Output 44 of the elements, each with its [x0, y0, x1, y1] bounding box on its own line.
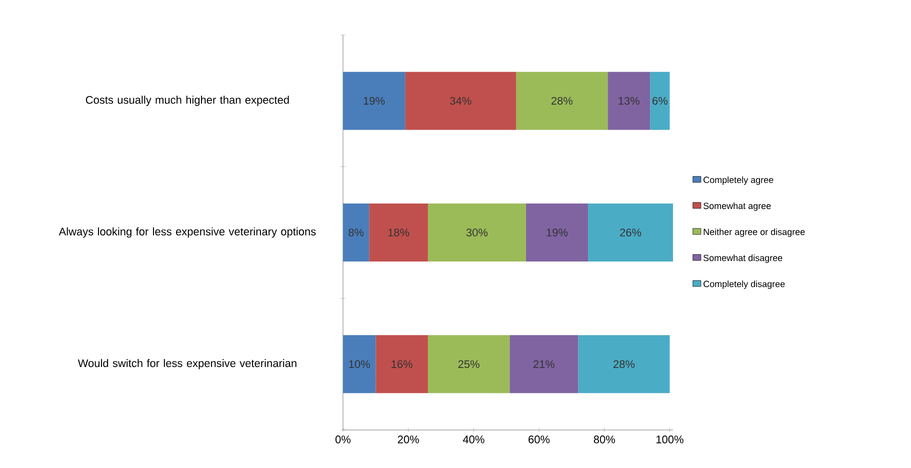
data-label: 10% — [349, 360, 370, 368]
x-tick-label: 40% — [462, 436, 484, 444]
bar — [405, 72, 516, 130]
data-label: 21% — [533, 360, 555, 368]
legend-label: Neither agree or disagree — [704, 228, 805, 237]
legend-label: Completely agree — [704, 176, 774, 185]
data-label: 28% — [551, 96, 573, 105]
data-label: 28% — [614, 360, 635, 368]
bar — [650, 72, 670, 130]
data-label: 13% — [618, 96, 640, 105]
data-label: 6% — [652, 96, 668, 105]
bar — [588, 203, 673, 262]
data-label: 26% — [620, 228, 642, 236]
bar — [516, 72, 608, 130]
legend-label: Completely disagree — [704, 280, 785, 289]
data-label: 34% — [450, 96, 472, 105]
data-label: 18% — [388, 228, 410, 236]
y-tick-label: Always looking for less expensive veterinary options — [58, 227, 316, 238]
data-label: 19% — [364, 96, 385, 105]
bar — [376, 335, 428, 394]
bar — [578, 335, 670, 394]
x-tick-label: 60% — [528, 436, 550, 444]
bar — [526, 203, 588, 262]
bar — [510, 335, 578, 394]
bar — [369, 203, 428, 262]
bar — [343, 335, 376, 394]
bar — [428, 335, 510, 394]
x-tick-label: 0% — [335, 436, 351, 444]
x-tick-label: 100% — [656, 436, 684, 444]
x-tick-label: 20% — [398, 436, 419, 444]
bar — [343, 72, 406, 130]
data-label: 19% — [546, 228, 568, 236]
y-tick-label: Costs usually much higher than expected — [86, 96, 289, 106]
legend-label: Somewhat disagree — [704, 254, 782, 263]
data-label: 16% — [392, 360, 412, 368]
y-tick-label: Would switch for less expensive veterinarian — [78, 359, 296, 370]
data-label: 8% — [348, 228, 364, 236]
data-label: 25% — [458, 360, 480, 368]
bar — [608, 72, 650, 130]
legend-label: Somewhat agree — [704, 202, 771, 211]
bar — [343, 203, 370, 262]
data-label: 30% — [466, 228, 488, 236]
bar — [428, 203, 526, 262]
x-tick-label: 80% — [594, 436, 615, 444]
